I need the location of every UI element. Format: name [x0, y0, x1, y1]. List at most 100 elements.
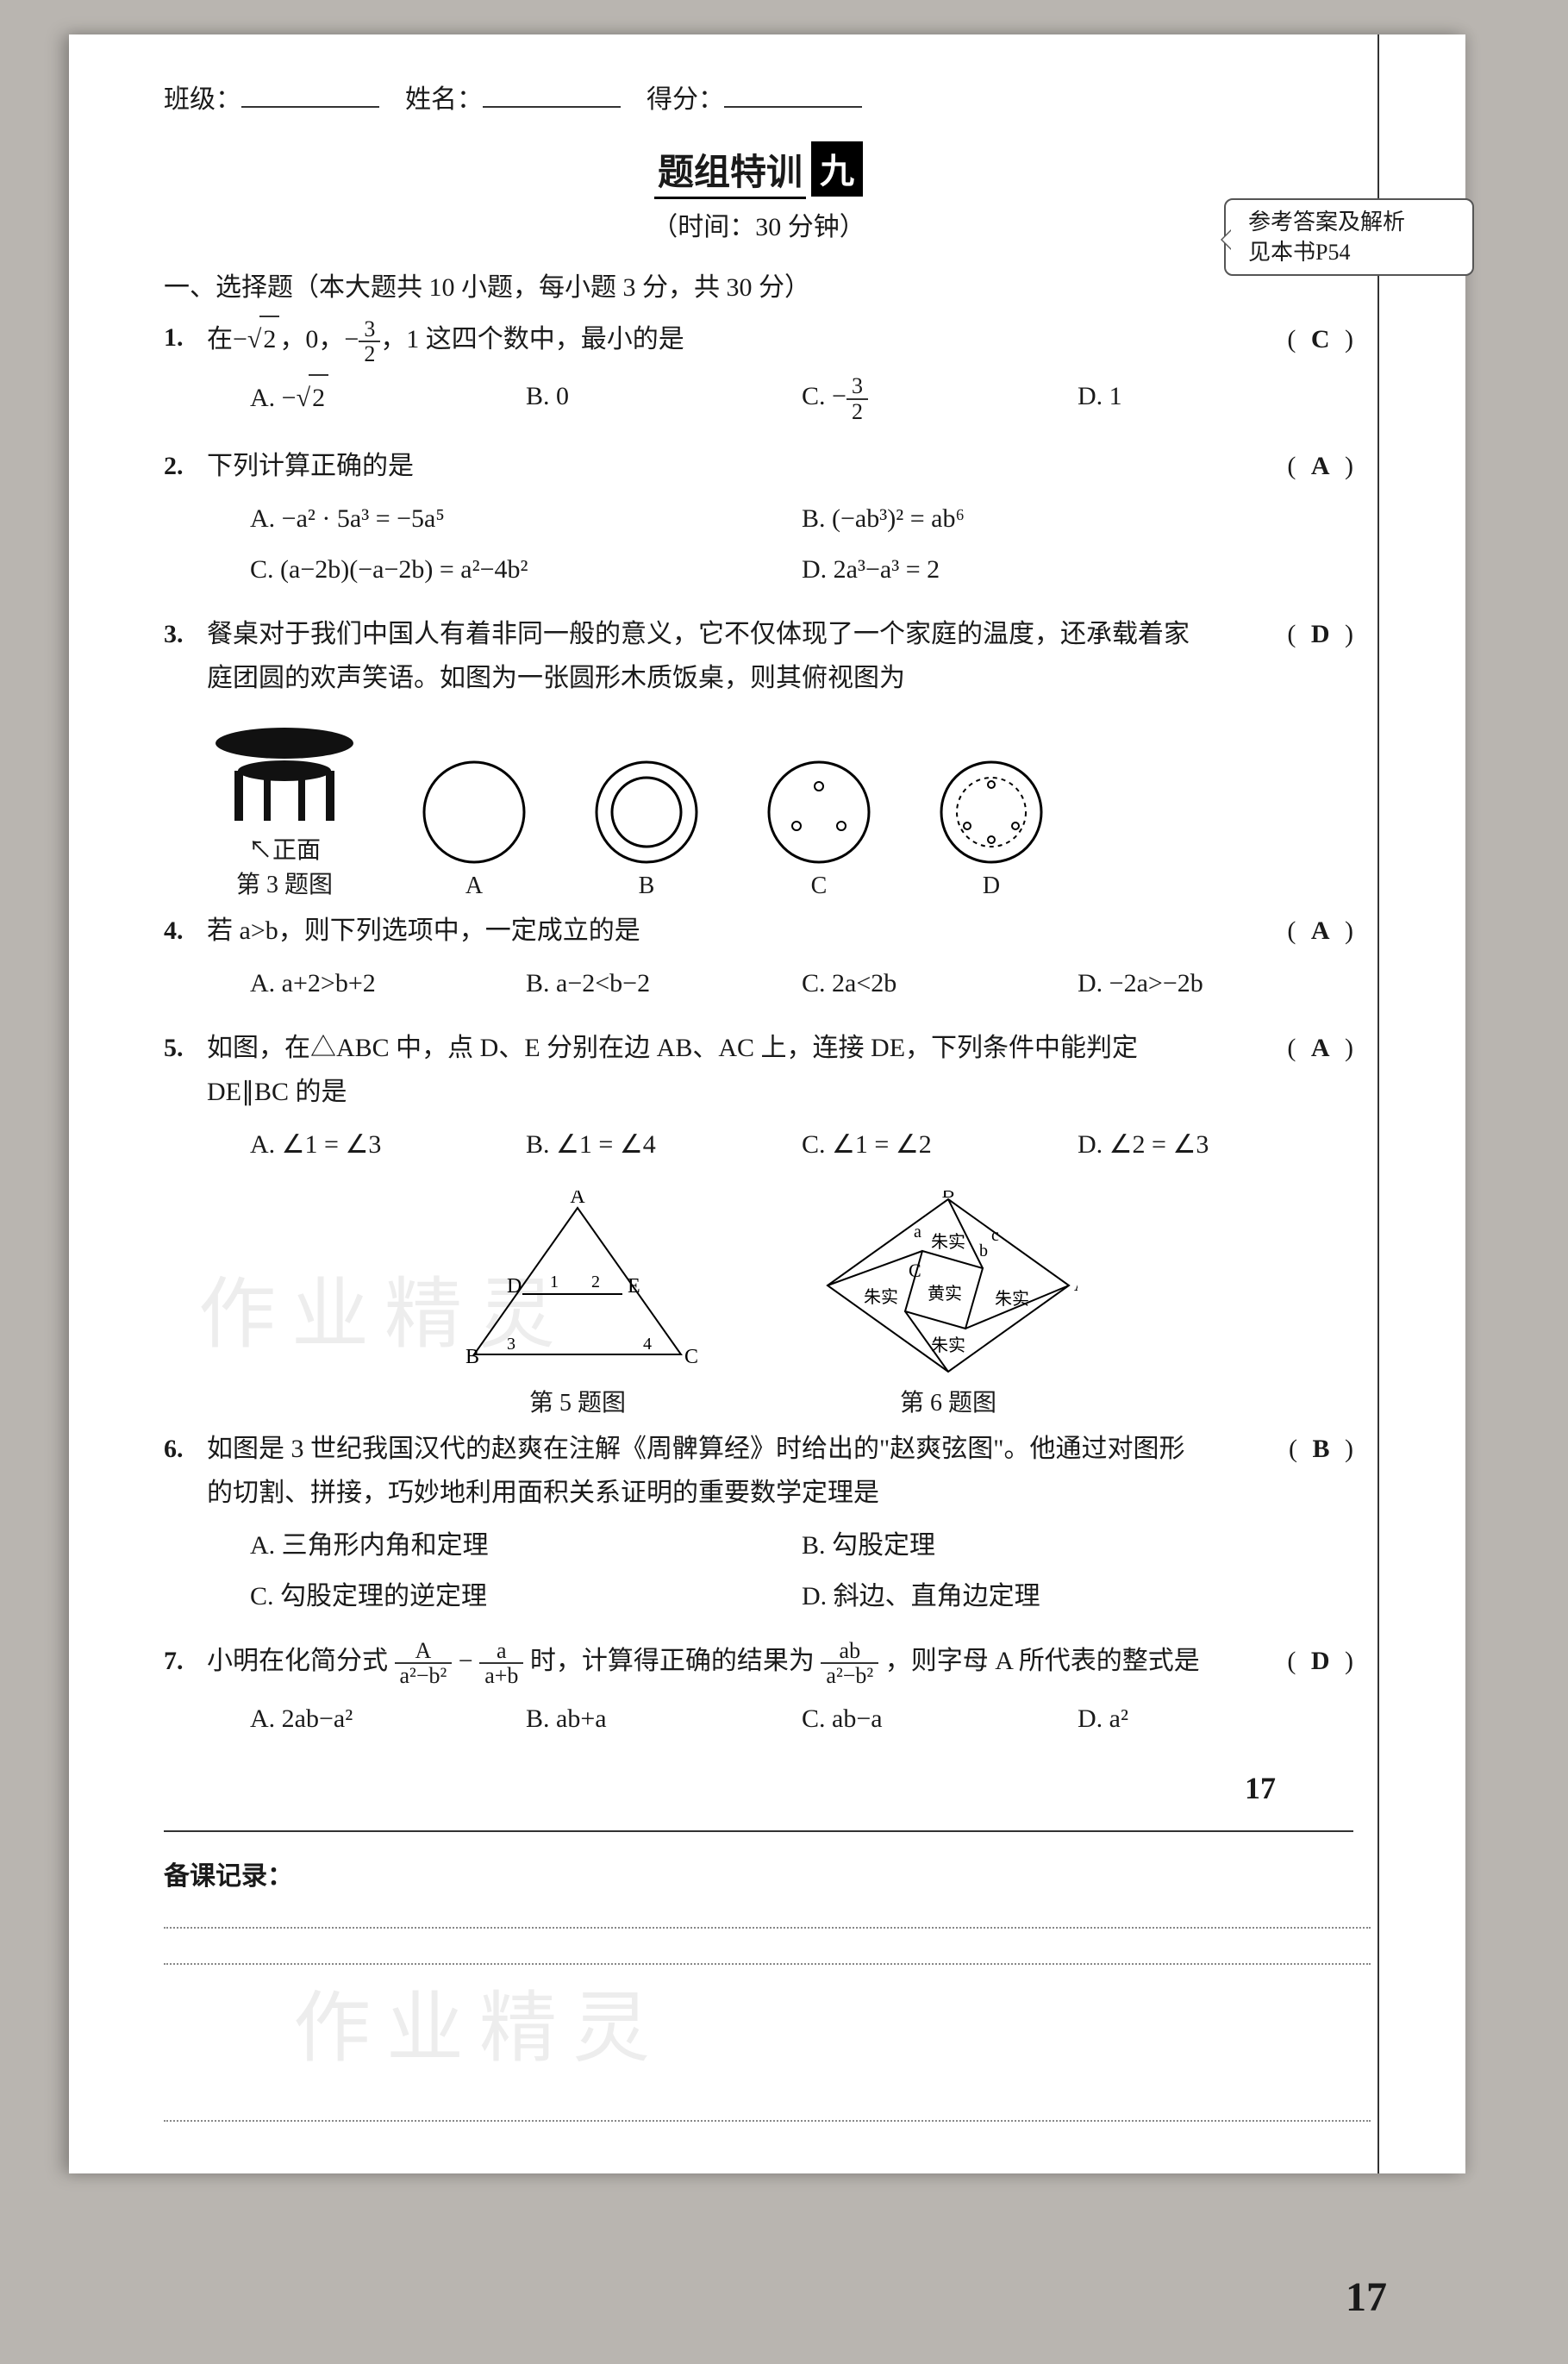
q1-C-n: 3 [846, 374, 868, 399]
svg-text:a: a [914, 1223, 921, 1241]
question-2: 2. 下列计算正确的是 ( A ) A. −a² · 5a³ = −5a⁵ B.… [164, 444, 1353, 604]
question-3: 3. 餐桌对于我们中国人有着非同一般的意义，它不仅体现了一个家庭的温度，还承载着… [164, 612, 1353, 700]
q1-B: B. 0 [526, 371, 802, 427]
q5-C: C. ∠1 = ∠2 [802, 1119, 1078, 1170]
arrow-icon: ↖ [248, 837, 272, 864]
name-blank[interactable] [483, 82, 621, 108]
q7-C: C. ab−a [802, 1693, 1078, 1744]
svg-text:黄实: 黄实 [928, 1284, 962, 1304]
q2-options: A. −a² · 5a³ = −5a⁵ B. (−ab³)² = ab⁶ C. … [250, 493, 1353, 595]
q4-C: C. 2a<2b [802, 958, 1078, 1009]
svg-text:朱实: 朱实 [995, 1289, 1029, 1309]
q6-C: C. 勾股定理的逆定理 [250, 1571, 802, 1622]
q1-num: 3 [359, 317, 380, 342]
question-6: 6. 如图是 3 世纪我国汉代的赵爽在注解《周髀算经》时给出的"赵爽弦图"。他通… [164, 1427, 1353, 1630]
notes-label: 备课记录： [164, 1854, 1465, 1892]
svg-text:2: 2 [591, 1273, 600, 1291]
q1-pre: 在− [207, 325, 247, 353]
q4-answer: A [1311, 916, 1330, 945]
q3-opt-A: A [414, 752, 534, 900]
notes-line-1[interactable] [164, 1927, 1371, 1929]
q1-options: A. −√2 B. 0 C. −32 D. 1 [250, 371, 1353, 427]
q3-C: C [759, 872, 879, 900]
q6-A: A. 三角形内角和定理 [250, 1520, 802, 1571]
q1-sqrt: 2 [259, 316, 279, 361]
q7-mid: 时，计算得正确的结果为 [530, 1647, 821, 1675]
q3-opt-C: C [759, 752, 879, 900]
question-7: 7. 小明在化简分式 Aa²−b² − aa+b 时，计算得正确的结果为 aba… [164, 1639, 1353, 1753]
q7-f2n: a [479, 1639, 523, 1664]
q7-f1d: a²−b² [395, 1664, 453, 1687]
q5-figure: A B C D E 1 2 3 4 第 5 题图 [440, 1191, 715, 1418]
q5-q6-figures: 作业精灵 A B C D E 1 2 3 4 第 [164, 1191, 1353, 1418]
outer-page-number: 17 [1346, 2273, 1387, 2321]
q4-stem: 若 a>b，则下列选项中，一定成立的是 [207, 909, 1207, 953]
svg-text:B: B [942, 1191, 955, 1202]
q7-f3n: ab [821, 1639, 878, 1664]
svg-text:B: B [465, 1346, 479, 1368]
q3-table-figure: ↖正面 第 3 题图 [207, 710, 362, 900]
title-badge: 九 [811, 141, 863, 197]
q7-minus: − [459, 1647, 479, 1675]
q2-stem: 下列计算正确的是 [207, 444, 1207, 488]
q3-opt-D: D [931, 752, 1052, 900]
svg-text:b: b [979, 1241, 988, 1260]
q5-D: D. ∠2 = ∠3 [1078, 1119, 1353, 1170]
q2-C: C. (a−2b)(−a−2b) = a²−4b² [250, 544, 802, 595]
notes-line-3[interactable] [164, 2120, 1371, 2122]
q7-D: D. a² [1078, 1693, 1353, 1744]
svg-text:E: E [628, 1275, 640, 1298]
q5-caption: 第 5 题图 [440, 1384, 715, 1418]
q2-answer: A [1311, 452, 1330, 480]
margin-rule [1377, 34, 1379, 2173]
q3-opt-B: B [586, 752, 707, 900]
q1-D: D. 1 [1078, 371, 1353, 427]
svg-text:1: 1 [550, 1273, 559, 1291]
q5-answer: A [1311, 1034, 1330, 1062]
svg-text:C: C [684, 1346, 698, 1368]
inner-page-number: 17 [164, 1770, 1276, 1806]
callout-line2: 见本书P54 [1248, 237, 1464, 267]
q2-B: B. (−ab³)² = ab⁶ [802, 493, 1353, 544]
q6-B: B. 勾股定理 [802, 1520, 1353, 1571]
title-text: 题组特训 [654, 153, 806, 199]
q1-C-pre: C. − [802, 383, 846, 411]
score-blank[interactable] [724, 82, 862, 108]
q5-stem: 如图，在△ABC 中，点 D、E 分别在边 AB、AC 上，连接 DE，下列条件… [207, 1026, 1207, 1114]
q7-f3d: a²−b² [821, 1664, 878, 1687]
question-5: 5. 如图，在△ABC 中，点 D、E 分别在边 AB、AC 上，连接 DE，下… [164, 1026, 1353, 1179]
svg-text:朱实: 朱实 [931, 1232, 965, 1252]
q3-D: D [931, 872, 1052, 900]
q1-answer: C [1311, 325, 1330, 353]
q3-answer: D [1311, 620, 1330, 648]
class-blank[interactable] [241, 82, 379, 108]
section-1-heading: 一、选择题（本大题共 10 小题，每小题 3 分，共 30 分） [164, 266, 1353, 303]
q4-D: D. −2a>−2b [1078, 958, 1353, 1009]
question-1: 1. 在−√2，0，−32，1 这四个数中，最小的是 ( C ) A. −√2 … [164, 316, 1353, 435]
q7-post: ，则字母 A 所代表的整式是 [885, 1647, 1200, 1675]
q7-f1n: A [395, 1639, 453, 1664]
q7-answer: D [1311, 1647, 1330, 1675]
q3-A: A [414, 872, 534, 900]
svg-text:A: A [1074, 1273, 1078, 1295]
score-label: 得分： [647, 85, 724, 114]
q2-D: D. 2a³−a³ = 2 [802, 544, 1353, 595]
q7-pre: 小明在化简分式 [207, 1647, 395, 1675]
q2-A: A. −a² · 5a³ = −5a⁵ [250, 493, 802, 544]
q4-B: B. a−2<b−2 [526, 958, 802, 1009]
q1-C-d: 2 [846, 400, 868, 423]
svg-text:D: D [507, 1275, 522, 1298]
svg-text:3: 3 [507, 1335, 515, 1354]
q1-A-sqrt: 2 [309, 374, 328, 420]
callout-line1: 参考答案及解析 [1248, 207, 1464, 237]
page-title: 题组特训九 [164, 141, 1353, 197]
worksheet-page: 班级： 姓名： 得分： 题组特训九 （时间：30 分钟） 一、选择题（本大题共 … [69, 34, 1465, 2173]
q6-answer: B [1312, 1435, 1329, 1463]
q1-den: 2 [359, 342, 380, 366]
question-4: 4. 若 a>b，则下列选项中，一定成立的是 ( A ) A. a+2>b+2 … [164, 909, 1353, 1017]
q5-B: B. ∠1 = ∠4 [526, 1119, 802, 1170]
svg-text:朱实: 朱实 [864, 1287, 898, 1307]
q7-f2d: a+b [479, 1664, 523, 1687]
q3-stem: 餐桌对于我们中国人有着非同一般的意义，它不仅体现了一个家庭的温度，还承载着家庭团… [207, 612, 1207, 700]
q6-caption: 第 6 题图 [819, 1384, 1078, 1418]
